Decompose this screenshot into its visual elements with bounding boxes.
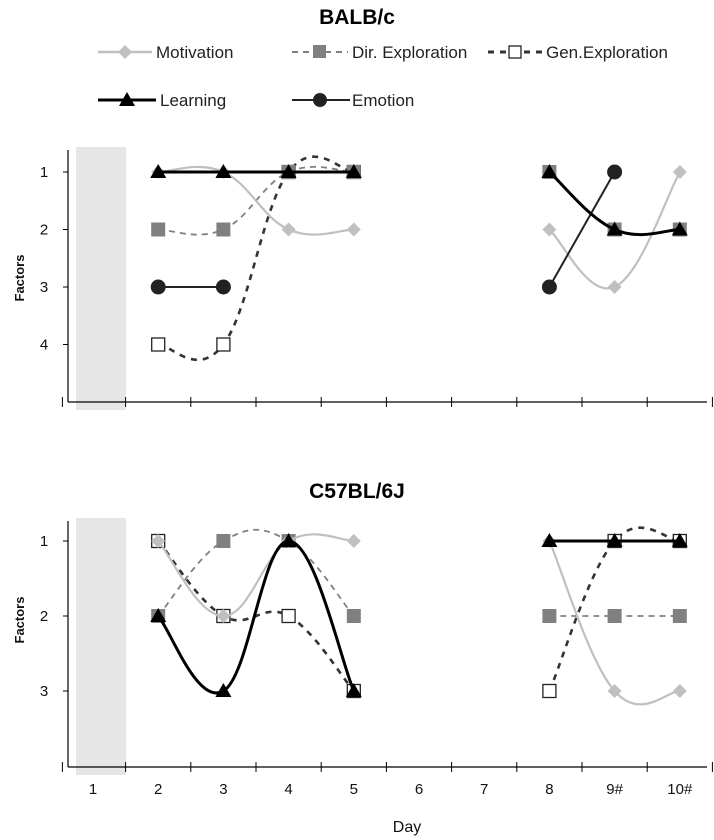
data-point-learning bbox=[671, 221, 688, 236]
series-line-motivation bbox=[157, 533, 354, 618]
data-point-dir-exploration bbox=[151, 222, 166, 237]
svg-text:Emotion: Emotion bbox=[352, 91, 414, 110]
legend: Motivation Dir. Exploration Gen.Explorat… bbox=[98, 43, 668, 110]
series-learning bbox=[150, 533, 688, 697]
data-point-dir-exploration bbox=[216, 222, 231, 237]
x-tick-label: 5 bbox=[350, 781, 358, 798]
x-tick-label: 3 bbox=[219, 781, 227, 798]
data-point-learning bbox=[541, 164, 558, 178]
y-axis-title-bottom: Factors bbox=[12, 597, 27, 644]
data-point-emotion bbox=[215, 279, 231, 295]
legend-item-gen-exploration: Gen.Exploration bbox=[488, 43, 668, 62]
series-emotion bbox=[150, 164, 623, 295]
data-point-learning bbox=[280, 533, 297, 547]
legend-item-learning: Learning bbox=[98, 91, 226, 110]
y-tick-label: 1 bbox=[40, 533, 48, 550]
panel-title-balbc: BALB/c bbox=[319, 6, 395, 29]
data-point-gen-exploration bbox=[281, 608, 296, 624]
data-point-learning bbox=[345, 683, 362, 697]
data-point-emotion bbox=[607, 164, 623, 180]
data-point-dir-exploration bbox=[346, 609, 361, 623]
y-tick-label: 1 bbox=[40, 164, 48, 181]
series-line-learning bbox=[157, 539, 356, 695]
data-point-gen-exploration bbox=[151, 337, 166, 352]
x-tick-label: 9# bbox=[606, 781, 623, 798]
data-point-learning bbox=[345, 164, 362, 178]
data-point-learning bbox=[606, 221, 623, 236]
data-point-dir-exploration bbox=[216, 534, 231, 548]
svg-text:Dir. Exploration: Dir. Exploration bbox=[352, 43, 467, 62]
panel-c57bl6j: 1 2 3 bbox=[40, 518, 713, 775]
data-point-emotion bbox=[541, 279, 557, 295]
data-point-learning bbox=[215, 164, 232, 178]
x-tick-label: 7 bbox=[480, 781, 488, 798]
y-tick-label: 3 bbox=[40, 279, 48, 296]
y-tick-label: 3 bbox=[40, 683, 48, 700]
x-tick-labels: 1 2 3 4 5 6 7 8 9# 10# bbox=[89, 781, 693, 798]
y-tick-label: 2 bbox=[40, 608, 48, 625]
data-point-motivation bbox=[607, 280, 622, 294]
data-point-dir-exploration bbox=[607, 609, 622, 623]
x-tick-label: 1 bbox=[89, 781, 97, 798]
data-point-motivation bbox=[542, 222, 557, 237]
legend-item-dir-exploration: Dir. Exploration bbox=[292, 43, 467, 62]
svg-text:Gen.Exploration: Gen.Exploration bbox=[546, 43, 668, 62]
data-point-dir-exploration bbox=[542, 609, 557, 623]
x-tick-label: 6 bbox=[415, 781, 423, 798]
shaded-region-day-1 bbox=[76, 518, 126, 775]
series-learning bbox=[150, 164, 688, 237]
shaded-region-day-1 bbox=[76, 147, 126, 410]
data-point-motivation bbox=[672, 684, 687, 698]
data-point-motivation bbox=[151, 534, 166, 548]
data-point-learning bbox=[150, 164, 167, 178]
series-line-emotion bbox=[548, 171, 616, 288]
series-line-gen-exploration bbox=[157, 155, 355, 362]
data-point-motivation bbox=[607, 684, 622, 698]
svg-text:Motivation: Motivation bbox=[156, 43, 233, 62]
data-point-learning bbox=[280, 164, 297, 178]
data-point-emotion bbox=[150, 279, 166, 295]
data-point-motivation bbox=[281, 222, 296, 237]
data-point-motivation bbox=[346, 534, 361, 548]
panel-title-c57bl6j: C57BL/6J bbox=[309, 480, 405, 503]
data-point-gen-exploration bbox=[542, 683, 557, 699]
legend-item-motivation: Motivation bbox=[98, 43, 233, 62]
x-tick-label: 2 bbox=[154, 781, 162, 798]
data-point-learning bbox=[606, 533, 623, 547]
series-line-motivation bbox=[548, 540, 680, 706]
data-point-gen-exploration bbox=[216, 337, 231, 352]
series-line-motivation bbox=[158, 165, 354, 236]
y-tick-label: 4 bbox=[40, 337, 48, 354]
series-line-dir-exploration bbox=[157, 528, 355, 617]
data-point-learning bbox=[150, 608, 167, 622]
data-point-learning bbox=[215, 683, 232, 697]
svg-text:Learning: Learning bbox=[160, 91, 226, 110]
data-point-motivation bbox=[216, 609, 231, 623]
legend-item-emotion: Emotion bbox=[292, 91, 414, 110]
data-point-learning bbox=[671, 533, 688, 547]
x-tick-label: 10# bbox=[667, 781, 693, 798]
x-tick-label: 4 bbox=[284, 781, 292, 798]
data-point-learning bbox=[541, 533, 558, 547]
data-point-motivation bbox=[672, 165, 687, 179]
y-tick-label: 2 bbox=[40, 222, 48, 239]
panel-balbc: 1 2 3 4 bbox=[40, 147, 713, 410]
series-dir-exploration bbox=[151, 528, 687, 623]
data-point-motivation bbox=[346, 222, 361, 237]
y-axis-title-top: Factors bbox=[12, 255, 27, 302]
data-point-dir-exploration bbox=[672, 609, 687, 623]
x-tick-label: 8 bbox=[545, 781, 553, 798]
series-gen-exploration bbox=[151, 155, 361, 362]
x-axis-title: Day bbox=[393, 819, 421, 836]
